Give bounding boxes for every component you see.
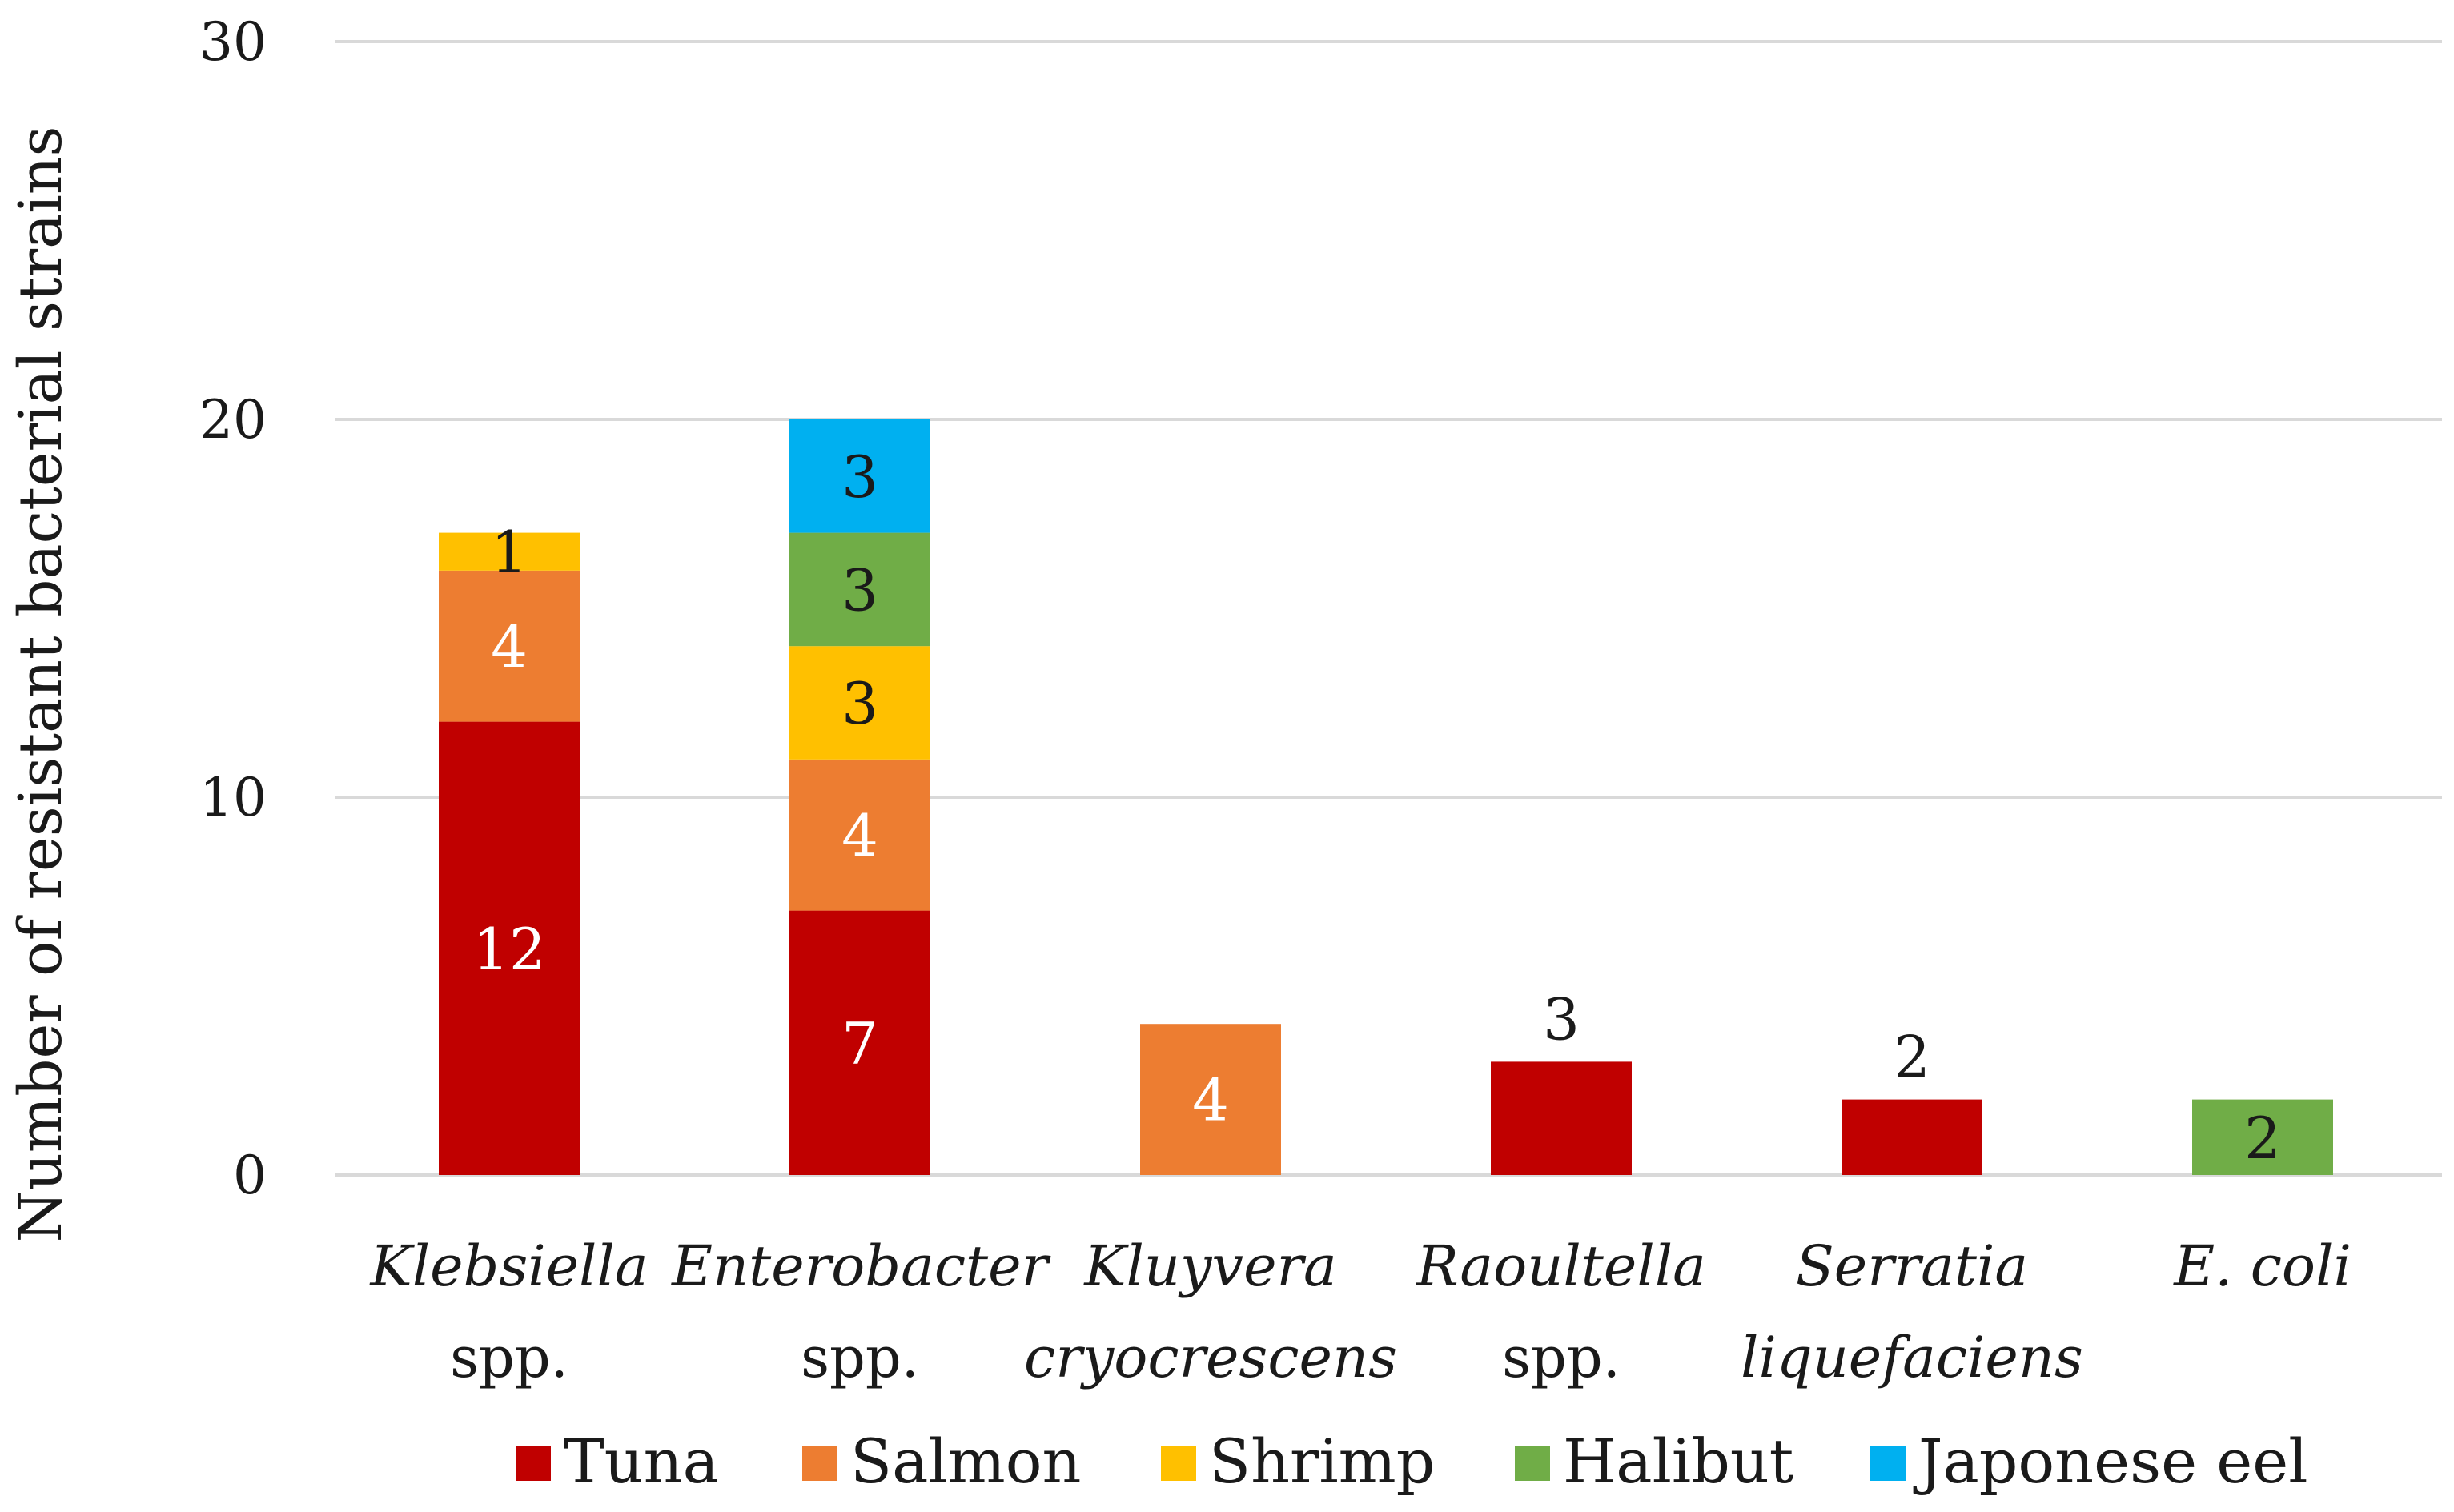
data-label: 3 <box>841 670 878 737</box>
data-label: 7 <box>841 1010 878 1077</box>
y-tick-label: 30 <box>199 11 267 73</box>
legend-label: Shrimp <box>1209 1426 1435 1497</box>
data-label: 2 <box>1894 1024 1930 1091</box>
y-axis-ticks: 0 10 20 30 <box>199 11 267 1206</box>
bar-segment-shrimp <box>439 532 580 571</box>
x-tick-label: spp. <box>450 1325 568 1390</box>
data-label: 4 <box>1192 1067 1229 1134</box>
data-label: 3 <box>841 556 878 624</box>
data-label: 12 <box>472 916 546 983</box>
x-tick-label: E. coli <box>2172 1233 2352 1299</box>
legend-label: Japonese eel <box>1913 1426 2308 1497</box>
bar-segment-tuna <box>1842 1099 1982 1175</box>
y-tick-label: 0 <box>233 1145 267 1206</box>
x-tick-label: Raoultella <box>1415 1233 1706 1299</box>
x-tick-label: spp. <box>801 1325 919 1390</box>
legend-swatch <box>802 1446 837 1481</box>
x-tick-label: Serratia <box>1796 1233 2028 1299</box>
x-tick-label: Klebsiella <box>368 1233 648 1299</box>
x-tick-label: liquefaciens <box>1741 1325 2083 1390</box>
bar-segment-tuna <box>1491 1061 1632 1175</box>
data-label: 4 <box>841 802 878 869</box>
data-label: 4 <box>491 613 528 680</box>
bar-segment-japonese-eel <box>789 419 930 533</box>
data-label: 1 <box>491 519 528 586</box>
bar-segment-shrimp <box>789 646 930 760</box>
legend-label: Tuna <box>564 1426 719 1497</box>
x-tick-label: cryocrescens <box>1024 1325 1397 1390</box>
legend-label: Halibut <box>1563 1426 1793 1497</box>
data-label: 3 <box>841 443 878 511</box>
gridlines <box>335 40 2442 1177</box>
bar-segment-tuna <box>789 910 930 1175</box>
bar-segment-salmon <box>439 570 580 722</box>
x-axis-category-labels: Klebsiella spp. Enterobacter spp. Kluyvera cr… <box>368 1233 2351 1390</box>
legend-swatch <box>1161 1446 1196 1481</box>
bar-segment-salmon <box>789 759 930 911</box>
bars: 12 4 1 7 4 3 3 3 4 3 2 2 <box>439 419 2333 1175</box>
y-axis-label: Number of resistant bacterial strains <box>6 126 75 1243</box>
bar-segment-halibut <box>2192 1099 2333 1175</box>
y-tick-label: 10 <box>199 767 267 828</box>
data-label: 3 <box>1543 985 1580 1053</box>
bar-segment-salmon <box>1140 1024 1281 1175</box>
legend-swatch <box>516 1446 551 1481</box>
legend-swatch <box>1515 1446 1550 1481</box>
legend-label: Salmon <box>850 1426 1081 1497</box>
legend: Tuna Salmon Shrimp Halibut Japonese eel <box>516 1426 2308 1497</box>
x-tick-label: spp. <box>1502 1325 1621 1390</box>
x-tick-label: Kluyvera <box>1082 1233 1336 1299</box>
data-label: 2 <box>2244 1105 2281 1172</box>
bar-segment-halibut <box>789 532 930 647</box>
x-tick-label: Enterobacter <box>670 1233 1051 1299</box>
bar-segment-tuna <box>439 721 580 1175</box>
y-tick-label: 20 <box>199 389 267 451</box>
legend-swatch <box>1870 1446 1906 1481</box>
